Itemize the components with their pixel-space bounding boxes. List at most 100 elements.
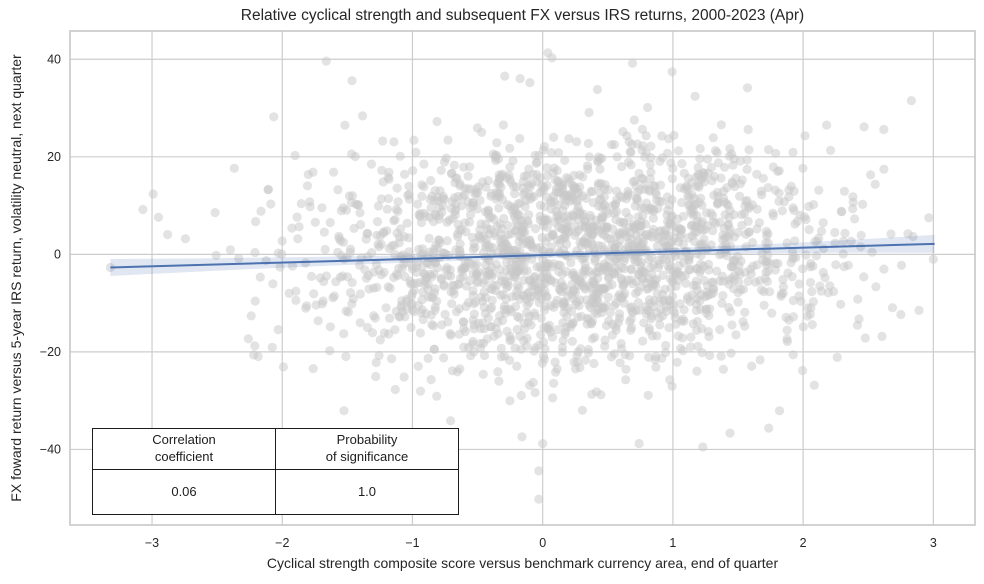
scatter-point bbox=[744, 227, 754, 237]
scatter-point bbox=[481, 219, 491, 230]
scatter-point bbox=[267, 342, 277, 352]
scatter-point bbox=[138, 204, 148, 215]
scatter-point bbox=[515, 331, 525, 341]
scatter-point bbox=[615, 358, 625, 368]
scatter-point bbox=[426, 292, 436, 302]
scatter-point bbox=[397, 263, 407, 274]
scatter-point bbox=[520, 202, 530, 212]
scatter-point bbox=[543, 324, 553, 334]
scatter-point bbox=[404, 194, 414, 204]
scatter-point bbox=[583, 161, 593, 171]
scatter-point bbox=[460, 190, 470, 200]
scatter-point bbox=[371, 357, 381, 368]
scatter-point bbox=[731, 330, 741, 340]
scatter-point bbox=[783, 268, 793, 278]
scatter-point bbox=[716, 120, 726, 130]
scatter-point bbox=[615, 235, 625, 245]
scatter-point bbox=[390, 249, 400, 259]
scatter-point bbox=[333, 185, 343, 195]
scatter-point bbox=[758, 173, 768, 183]
scatter-point bbox=[634, 438, 644, 449]
scatter-point bbox=[665, 375, 675, 385]
scatter-point bbox=[696, 218, 706, 228]
scatter-point bbox=[660, 348, 671, 358]
scatter-point bbox=[557, 347, 568, 357]
scatter-point bbox=[389, 137, 399, 147]
scatter-point bbox=[530, 224, 541, 234]
scatter-point bbox=[243, 334, 253, 344]
scatter-point bbox=[284, 288, 294, 298]
scatter-point bbox=[692, 366, 702, 376]
scatter-point bbox=[571, 227, 581, 237]
scatter-point bbox=[524, 311, 534, 322]
scatter-point bbox=[791, 253, 801, 263]
scatter-point bbox=[777, 206, 787, 216]
scatter-point bbox=[708, 133, 718, 143]
scatter-point bbox=[703, 154, 713, 164]
scatter-point bbox=[804, 201, 814, 212]
scatter-point bbox=[610, 200, 620, 210]
scatter-point bbox=[658, 289, 668, 299]
scatter-point bbox=[566, 258, 576, 268]
x-tick-label: 3 bbox=[930, 536, 937, 550]
scatter-point bbox=[321, 56, 331, 66]
scatter-point bbox=[718, 291, 728, 301]
scatter-point bbox=[724, 212, 734, 223]
scatter-point bbox=[287, 261, 298, 271]
scatter-point bbox=[675, 299, 685, 309]
scatter-point bbox=[584, 107, 594, 118]
scatter-point bbox=[814, 185, 824, 195]
scatter-point bbox=[494, 203, 504, 213]
scatter-point bbox=[678, 239, 688, 249]
scatter-point bbox=[378, 177, 388, 187]
scatter-point bbox=[599, 192, 609, 202]
scatter-point bbox=[369, 283, 379, 293]
scatter-point bbox=[419, 182, 429, 192]
scatter-point bbox=[452, 173, 462, 183]
scatter-point bbox=[287, 223, 297, 233]
scatter-point bbox=[665, 274, 676, 284]
scatter-point bbox=[393, 197, 403, 207]
scatter-point bbox=[506, 257, 516, 268]
scatter-point bbox=[367, 248, 377, 258]
scatter-point bbox=[771, 148, 781, 158]
scatter-point bbox=[693, 169, 704, 179]
scatter-point bbox=[546, 148, 556, 158]
scatter-point bbox=[859, 122, 869, 132]
scatter-point bbox=[451, 199, 461, 209]
scatter-point bbox=[402, 304, 412, 314]
scatter-point bbox=[594, 201, 604, 211]
scatter-point bbox=[529, 277, 539, 287]
scatter-point bbox=[698, 239, 708, 249]
scatter-point bbox=[686, 221, 697, 231]
scatter-point bbox=[600, 284, 610, 294]
scatter-point bbox=[870, 179, 880, 189]
scatter-point bbox=[341, 205, 352, 215]
scatter-point bbox=[696, 193, 706, 203]
scatter-point bbox=[831, 260, 841, 270]
scatter-point bbox=[571, 299, 581, 310]
scatter-point bbox=[482, 270, 492, 280]
scatter-point bbox=[543, 215, 553, 225]
scatter-point bbox=[643, 390, 653, 400]
scatter-point bbox=[442, 236, 452, 246]
scatter-point bbox=[430, 302, 440, 312]
scatter-point bbox=[317, 203, 327, 213]
scatter-point bbox=[641, 309, 651, 319]
scatter-point bbox=[534, 466, 544, 476]
scatter-point bbox=[906, 96, 917, 106]
scatter-point bbox=[530, 343, 541, 353]
scatter-point bbox=[425, 247, 435, 257]
scatter-point bbox=[519, 171, 529, 181]
stats-table-header-row: Correlation coefficient Probability of s… bbox=[93, 429, 458, 470]
scatter-point bbox=[521, 294, 532, 304]
scatter-point bbox=[426, 310, 436, 320]
scatter-point bbox=[505, 143, 515, 153]
scatter-point bbox=[567, 289, 577, 299]
scatter-point bbox=[383, 282, 393, 292]
scatter-point bbox=[438, 191, 448, 202]
scatter-point bbox=[427, 272, 437, 282]
scatter-point bbox=[647, 232, 657, 242]
scatter-point bbox=[768, 211, 779, 221]
